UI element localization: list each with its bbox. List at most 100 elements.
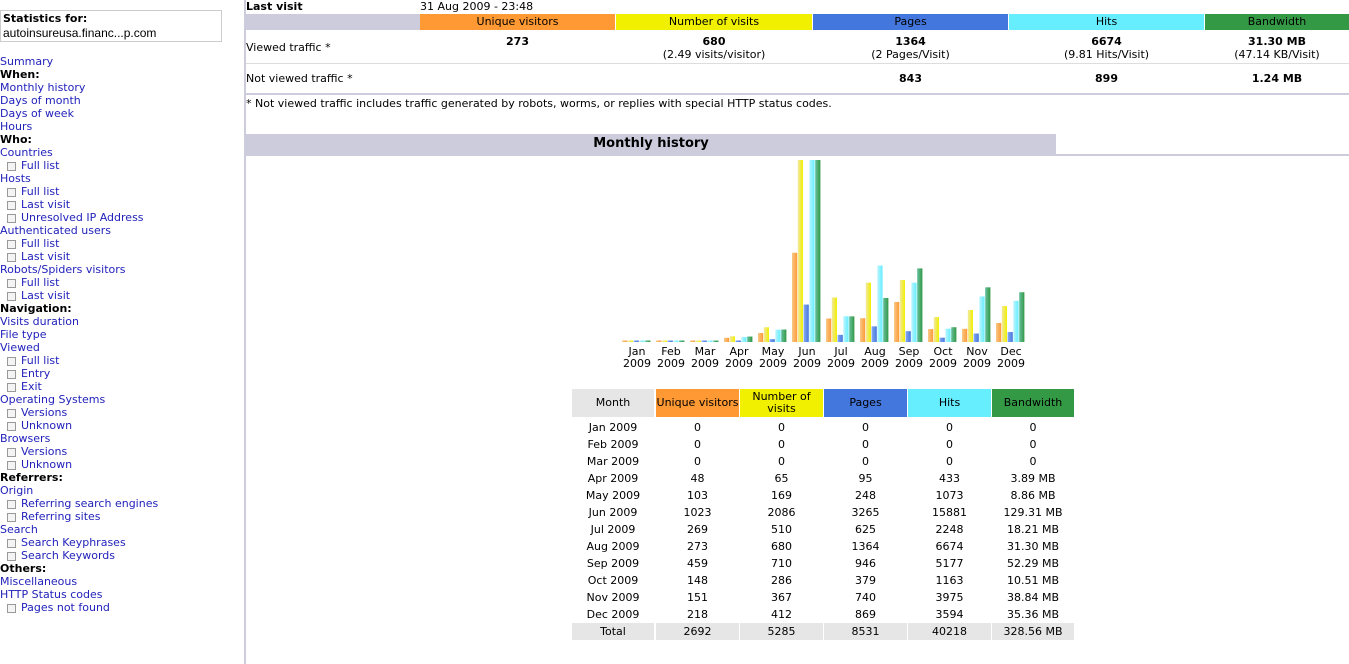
sidebar-item-unknown[interactable]: Unknown [7,419,72,432]
sidebar-item-hours[interactable]: Hours [0,120,32,133]
table-cell-value: 0 [694,438,701,451]
sidebar-item-versions[interactable]: Versions [7,406,67,419]
table-cell-value: 740 [855,591,876,604]
sidebar-item-search[interactable]: Search [0,523,38,536]
sidebar-item-operating-systems[interactable]: Operating Systems [0,393,105,406]
list-bullet-icon [7,499,16,509]
sidebar-item-referring-sites[interactable]: Referring sites [7,510,101,523]
sidebar-item-full-list[interactable]: Full list [7,354,59,367]
chart-tick-label: Dec 2009 [994,346,1028,370]
sidebar-item-file-type[interactable]: File type [0,328,46,341]
table-row: Aug 2009 273 680 1364 6674 31.30 MB [572,538,1074,555]
sidebar-item-last-visit[interactable]: Last visit [7,198,70,211]
sidebar-item-search-keyphrases[interactable]: Search Keyphrases [7,536,126,549]
list-bullet-icon [7,278,16,288]
sidebar-item-miscellaneous[interactable]: Miscellaneous [0,575,77,588]
table-cell-value: 0 [862,455,869,468]
sidebar-item-robots-spiders-visitors[interactable]: Robots/Spiders visitors [0,263,126,276]
bar-hits-apr-2009 [741,337,747,342]
table-cell-value: 2086 [767,506,796,519]
sidebar-item-unresolved-ip-address[interactable]: Unresolved IP Address [7,211,144,224]
sidebar-item-entry[interactable]: Entry [7,367,50,380]
bar-bandwidth-apr-2009 [747,336,753,342]
monthly-history-rule [246,154,1349,156]
sidebar-item-monthly-history[interactable]: Monthly history [0,81,85,94]
bar-pages-may-2009 [769,339,775,342]
table-cell-value: 6674 [935,540,964,553]
sidebar-item-countries[interactable]: Countries [0,146,53,159]
list-bullet-icon [7,447,16,457]
tick-year: 2009 [861,357,889,370]
table-cell-month: Jan 2009 [588,421,638,434]
table-cell-value: 248 [855,489,876,502]
table-cell-value: 18.21 MB [1006,523,1060,536]
table-cell-month: Mar 2009 [586,455,640,468]
sidebar-item-label: Last visit [21,250,71,263]
sidebar-item-origin[interactable]: Origin [0,484,33,497]
bar-hits-sep-2009 [911,282,917,342]
sidebar-item-days-of-month[interactable]: Days of month [0,94,81,107]
bar-unique-visitors-nov-2009 [962,328,968,342]
section-heading-navigation: Navigation: [0,302,72,315]
sidebar-item-last-visit[interactable]: Last visit [7,250,70,263]
header-bandwidth: Bandwidth [1205,14,1349,30]
table-cell-month: Aug 2009 [586,540,640,553]
bar-pages-sep-2009 [905,331,911,342]
sidebar-item-label: Unknown [21,419,73,432]
table-cell-month: Jul 2009 [590,523,636,536]
sidebar-item-unknown[interactable]: Unknown [7,458,72,471]
sidebar-item-label: Search [0,523,38,536]
tick-month: Oct [933,345,953,358]
table-cell-value: 48 [690,472,705,485]
table-cell-value: 65 [774,472,789,485]
bar-number-of-visits-oct-2009 [933,317,939,342]
tick-month: May [761,345,785,358]
bar-number-of-visits-dec-2009 [1001,306,1007,342]
tick-year: 2009 [997,357,1025,370]
sidebar-item-viewed[interactable]: Viewed [0,341,40,354]
table-cell-month: May 2009 [585,489,641,502]
sidebar-item-pages-not-found[interactable]: Pages not found [7,601,110,614]
sidebar-item-browsers[interactable]: Browsers [0,432,50,445]
list-bullet-icon [7,213,16,223]
sidebar-item-search-keywords[interactable]: Search Keywords [7,549,115,562]
sidebar-item-versions[interactable]: Versions [7,445,67,458]
sidebar-item-summary[interactable]: Summary [0,55,53,68]
bar-hits-nov-2009 [979,296,985,342]
chart-tick-label: Oct 2009 [926,346,960,370]
sidebar-item-label: Origin [0,484,34,497]
monthly-history-chart [622,160,1025,342]
table-cell-value: 8.86 MB [1010,489,1056,502]
tick-year: 2009 [725,357,753,370]
table-cell-value: 0 [1029,455,1037,468]
sidebar-item-full-list[interactable]: Full list [7,159,59,172]
table-total-row: Total 2692 5285 8531 40218 328.56 MB [572,623,1074,640]
sidebar-item-full-list[interactable]: Full list [7,185,59,198]
tick-year: 2009 [963,357,991,370]
sidebar-item-label: Navigation: [0,302,72,315]
sidebar-item-hosts[interactable]: Hosts [0,172,31,185]
bar-unique-visitors-jun-2009 [792,252,798,342]
table-cell-value: 0 [862,421,869,434]
table-cell-value: 151 [687,591,708,604]
sidebar-item-label: Full list [21,354,60,367]
table-total-value: 5285 [740,623,823,640]
chart-tick-label: Jun 2009 [790,346,824,370]
sidebar-item-exit[interactable]: Exit [7,380,42,393]
sidebar-item-last-visit[interactable]: Last visit [7,289,70,302]
sidebar-item-full-list[interactable]: Full list [7,276,59,289]
table-row: Mar 2009 0 0 0 0 0 [572,453,1074,470]
tick-month: Dec [1000,345,1022,358]
not-viewed-traffic-label: Not viewed traffic * [246,72,353,85]
sidebar-item-label: Unknown [21,458,73,471]
sidebar-item-http-status-codes[interactable]: HTTP Status codes [0,588,102,601]
sidebar-item-days-of-week[interactable]: Days of week [0,107,74,120]
sidebar-item-visits-duration[interactable]: Visits duration [0,315,79,328]
sidebar-item-authenticated-users[interactable]: Authenticated users [0,224,111,237]
sidebar-item-full-list[interactable]: Full list [7,237,59,250]
table-total-value: 40218 [908,623,991,640]
bar-bandwidth-oct-2009 [951,327,957,342]
table-cell-value: 103 [687,489,708,502]
sidebar-item-referring-search-engines[interactable]: Referring search engines [7,497,158,510]
sidebar-item-label: Days of month [0,94,81,107]
